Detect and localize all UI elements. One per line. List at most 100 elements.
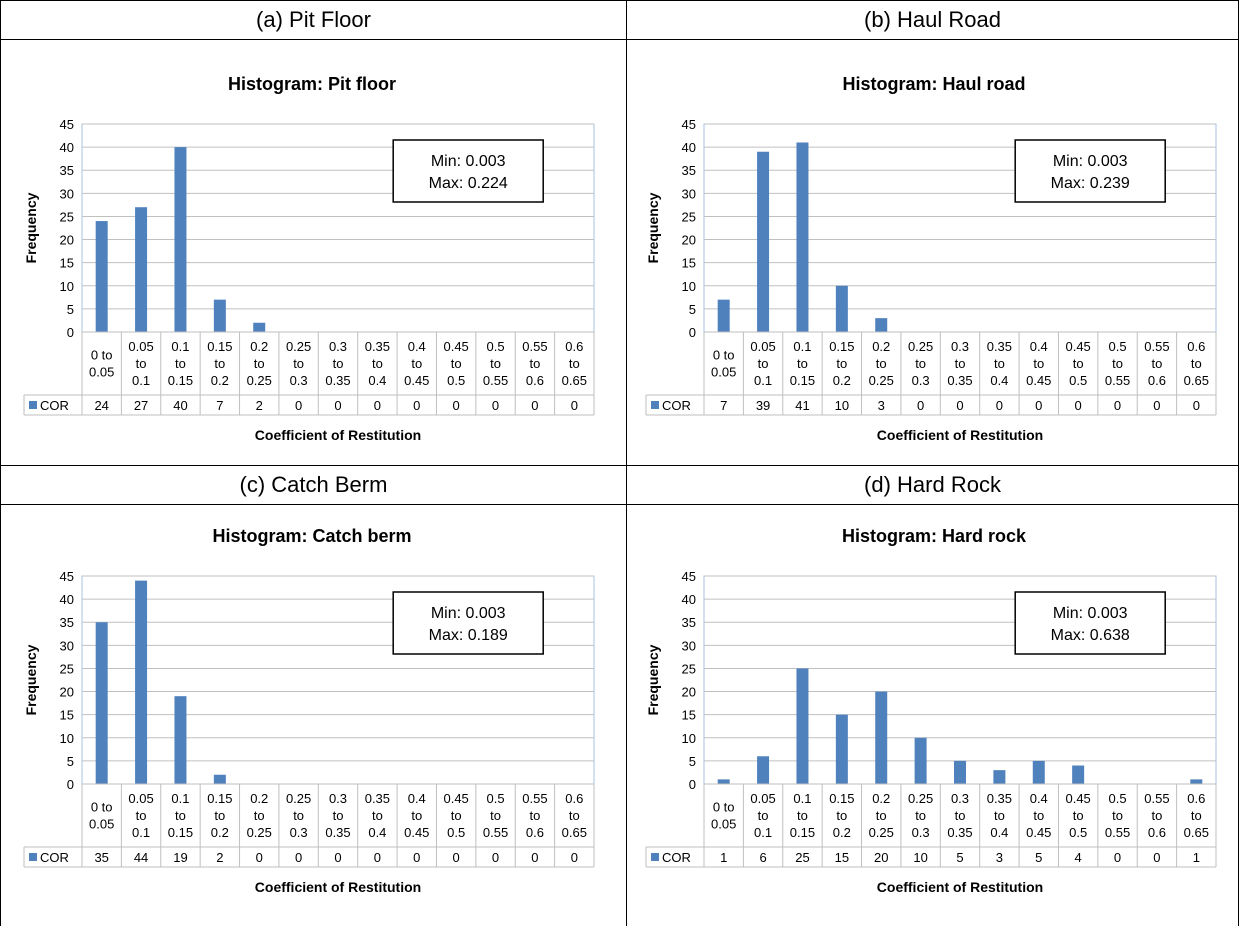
- data-value: 0: [1153, 398, 1160, 413]
- panel-label-c: (c) Catch Berm: [239, 472, 388, 497]
- category-label: 0.5: [447, 373, 465, 388]
- data-value: 0: [492, 398, 499, 413]
- y-axis-label: Frequency: [23, 644, 39, 715]
- category-label: 0.05: [89, 365, 114, 380]
- category-label: 0.45: [1026, 825, 1051, 840]
- category-label: 0.05: [128, 791, 153, 806]
- y-tick-label: 25: [60, 209, 74, 224]
- bar: [95, 622, 108, 784]
- y-tick-label: 40: [682, 140, 696, 155]
- category-label: 0.5: [1069, 825, 1087, 840]
- category-label: 0.55: [1144, 339, 1169, 354]
- category-label: to: [1152, 808, 1163, 823]
- x-axis-label: Coefficient of Restitution: [255, 879, 421, 895]
- y-tick-label: 30: [60, 638, 74, 653]
- x-axis-label: Coefficient of Restitution: [877, 879, 1043, 895]
- bar: [954, 760, 966, 784]
- category-label: to: [490, 808, 501, 823]
- annotation-box: [392, 591, 544, 655]
- data-value: 0: [295, 850, 302, 865]
- category-label: 0.15: [207, 791, 232, 806]
- data-value: 0: [1114, 850, 1121, 865]
- category-label: to: [411, 356, 422, 371]
- category-label: 0.6: [565, 339, 583, 354]
- bar: [757, 151, 770, 332]
- series-name: COR: [40, 398, 69, 413]
- y-tick-label: 5: [67, 754, 74, 769]
- data-value: 0: [956, 398, 963, 413]
- y-axis-label: Frequency: [645, 644, 661, 715]
- annotation-text: Min: 0.003: [1053, 153, 1128, 170]
- data-value: 2: [216, 850, 223, 865]
- category-label: 0.15: [829, 791, 854, 806]
- category-label: 0.4: [368, 825, 386, 840]
- category-label: 0.05: [711, 817, 736, 832]
- bar: [213, 299, 226, 332]
- data-value: 0: [295, 398, 302, 413]
- category-label: 0 to: [713, 348, 735, 363]
- data-value: 19: [173, 850, 187, 865]
- category-label: 0.6: [1148, 373, 1166, 388]
- data-value: 0: [453, 398, 460, 413]
- category-label: 0.45: [404, 825, 429, 840]
- data-value: 0: [1193, 398, 1200, 413]
- category-label: 0.4: [408, 339, 426, 354]
- category-label: to: [333, 808, 344, 823]
- data-value: 0: [531, 398, 538, 413]
- y-tick-label: 35: [682, 163, 696, 178]
- category-label: 0 to: [91, 800, 113, 815]
- category-label: 0.3: [290, 373, 308, 388]
- legend-key: [29, 853, 37, 861]
- category-label: 0.1: [793, 791, 811, 806]
- category-label: 0.1: [132, 373, 150, 388]
- panel-label-a: (a) Pit Floor: [256, 7, 371, 32]
- category-label: to: [451, 356, 462, 371]
- data-value: 0: [413, 398, 420, 413]
- category-label: 0.1: [793, 339, 811, 354]
- category-label: 0.3: [951, 339, 969, 354]
- category-label: to: [797, 356, 808, 371]
- category-label: 0.35: [947, 373, 972, 388]
- category-label: 0.25: [869, 825, 894, 840]
- category-label: to: [1073, 808, 1084, 823]
- category-label: 0.45: [1065, 339, 1090, 354]
- category-label: to: [530, 808, 541, 823]
- category-label: to: [915, 356, 926, 371]
- y-tick-label: 20: [60, 233, 74, 248]
- data-value: 0: [1075, 398, 1082, 413]
- y-tick-label: 30: [60, 186, 74, 201]
- y-tick-label: 10: [682, 731, 696, 746]
- chart-title: Histogram: Hard rock: [842, 526, 1027, 546]
- category-label: to: [372, 356, 383, 371]
- category-label: to: [136, 808, 147, 823]
- category-label: 0.25: [908, 339, 933, 354]
- bar: [213, 774, 226, 784]
- category-label: 0.45: [443, 791, 468, 806]
- data-value: 0: [334, 398, 341, 413]
- y-tick-label: 45: [60, 117, 74, 132]
- category-label: 0.4: [1030, 339, 1048, 354]
- data-value: 0: [917, 398, 924, 413]
- category-label: 0.45: [1026, 373, 1051, 388]
- category-label: 0.55: [483, 825, 508, 840]
- annotation-box: [1014, 591, 1166, 655]
- histogram-catch-berm: Histogram: Catch berm051015202530354045F…: [23, 526, 595, 895]
- category-label: to: [175, 356, 186, 371]
- category-label: 0.5: [486, 339, 504, 354]
- category-label: to: [797, 808, 808, 823]
- histogram-pit-floor: Histogram: Pit floor051015202530354045Fr…: [23, 74, 595, 443]
- category-label: 0.05: [89, 817, 114, 832]
- category-label: 0.65: [1184, 825, 1209, 840]
- y-tick-label: 40: [60, 140, 74, 155]
- data-value: 41: [795, 398, 809, 413]
- category-label: to: [1152, 356, 1163, 371]
- category-label: 0 to: [91, 348, 113, 363]
- category-label: 0.35: [987, 339, 1012, 354]
- y-tick-label: 0: [689, 325, 696, 340]
- category-label: to: [254, 808, 265, 823]
- y-tick-label: 15: [60, 256, 74, 271]
- y-axis-label: Frequency: [645, 192, 661, 263]
- category-label: 0.25: [247, 373, 272, 388]
- category-label: to: [758, 808, 769, 823]
- bar: [835, 714, 848, 784]
